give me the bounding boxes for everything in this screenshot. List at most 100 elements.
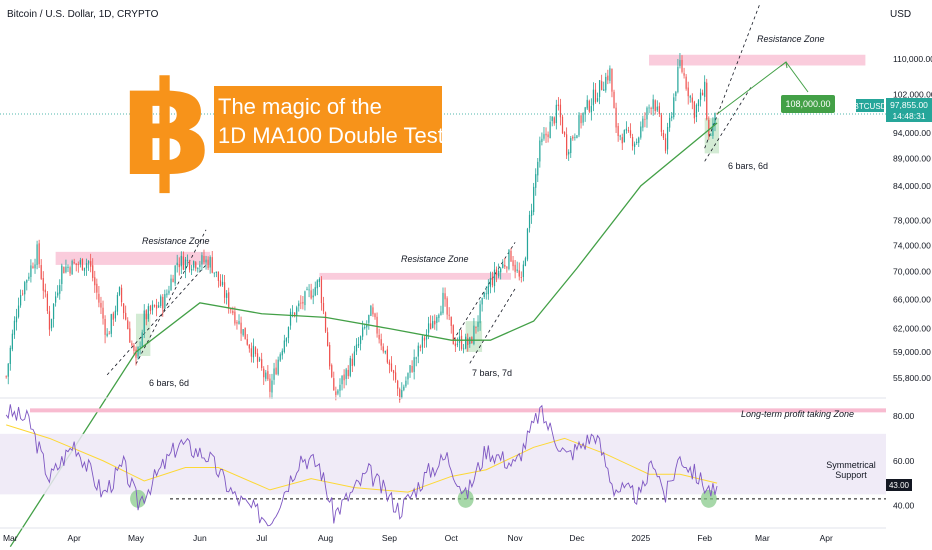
candle-body [205, 259, 207, 263]
resistance-zone-1 [55, 251, 211, 265]
rsi-support-tag [886, 479, 912, 491]
candle-body [81, 258, 84, 271]
currency-label[interactable]: USD [890, 9, 911, 20]
candle-body [487, 285, 489, 295]
price-axis-tick-4: 84,000.00 [893, 181, 931, 191]
candle-body [613, 91, 615, 109]
candle-body [654, 100, 656, 112]
candle-body [588, 100, 590, 112]
rsi-axis[interactable]: 80.00 60.00 40.00 [893, 411, 915, 511]
candle-body [32, 266, 34, 269]
candle-body [26, 280, 28, 283]
candle-body [277, 359, 279, 375]
candle-body [127, 320, 129, 330]
candle-body [55, 296, 57, 303]
time-axis-tick-13: Apr [820, 533, 833, 543]
time-axis-tick-3: Jun [193, 533, 207, 543]
candle-body [254, 347, 257, 355]
candle-body [42, 278, 44, 291]
candle-body [263, 368, 265, 378]
candle-body [598, 80, 601, 98]
candle-body [201, 255, 203, 265]
candle-body [61, 265, 63, 284]
candle-body [178, 264, 180, 268]
candle-body [112, 313, 114, 320]
candle-body [232, 310, 234, 314]
candle-body [65, 266, 67, 273]
candle-body [541, 138, 543, 143]
candle-body [646, 107, 648, 120]
rsi-support-label: Symmetrical Support [826, 460, 876, 480]
candle-body [333, 378, 335, 391]
candle-body [477, 321, 479, 327]
candle-body [673, 97, 675, 118]
candle-body [582, 113, 584, 123]
candle-body [155, 305, 158, 309]
candle-body [145, 310, 147, 320]
candle-body [316, 280, 318, 289]
candle-body [551, 116, 553, 122]
candle-body [693, 101, 695, 119]
rsi-pane[interactable] [0, 404, 886, 527]
candle-body [714, 112, 716, 126]
candle-body [712, 123, 714, 136]
candle-body [131, 343, 133, 345]
candle-body [392, 370, 395, 374]
candle-body [191, 269, 193, 271]
candle-body [170, 278, 172, 291]
candle-body [298, 303, 300, 307]
candle-body [85, 263, 88, 269]
candle-body [508, 249, 510, 269]
candle-body [615, 107, 617, 128]
candle-body [19, 295, 22, 306]
candle-body [454, 343, 456, 347]
candle-body [22, 293, 24, 295]
bars-count-left: 6 bars, 6d [149, 378, 189, 388]
candle-body [63, 267, 65, 274]
candle-body [434, 320, 436, 325]
candle-body [345, 369, 347, 379]
candle-body [83, 267, 86, 271]
price-axis[interactable]: 110,000.00 102,000.00 94,000.00 89,000.00 84… [893, 54, 932, 383]
candle-body [386, 349, 388, 363]
candle-body [296, 307, 298, 316]
candle-body [34, 264, 36, 269]
candle-body [568, 151, 570, 155]
price-pane[interactable] [0, 2, 886, 548]
price-axis-tick-6: 74,000.00 [893, 240, 931, 250]
rsi-lines [5, 404, 718, 527]
candle-body [184, 259, 187, 271]
candle-body [460, 335, 463, 349]
time-axis[interactable]: Mar Apr May Jun Jul Aug Sep Oct Nov Dec 2025 Feb Mar… [0, 527, 886, 543]
candle-body [281, 350, 283, 356]
candle-body [252, 345, 255, 358]
channel-line-2 [106, 264, 207, 376]
candle-body [524, 258, 527, 266]
candle-body [660, 115, 663, 132]
candle-body [671, 116, 673, 119]
candle-body [473, 325, 475, 345]
bars-count-right: 6 bars, 6d [728, 161, 768, 171]
candle-body [98, 293, 100, 303]
last-price-value: 97,855.00 [890, 100, 928, 110]
candle-body [555, 104, 557, 124]
candle-body [71, 260, 73, 275]
ma100-line [9, 122, 718, 548]
candle-body [708, 119, 710, 136]
candle-body [314, 287, 316, 296]
candle-body [669, 117, 671, 128]
candle-body [176, 262, 178, 266]
candle-body [502, 263, 504, 268]
candle-body [151, 304, 154, 311]
candle-body [120, 287, 123, 303]
candle-body [710, 135, 712, 136]
candle-body [716, 113, 718, 115]
candle-body [114, 310, 117, 319]
candle-body [691, 97, 693, 103]
candle-body [221, 281, 224, 286]
candle-body [553, 117, 555, 124]
candle-body [580, 115, 582, 124]
candle-body [248, 344, 250, 349]
rsi-profit-zone-label: Long-term profit taking Zone [741, 409, 854, 419]
